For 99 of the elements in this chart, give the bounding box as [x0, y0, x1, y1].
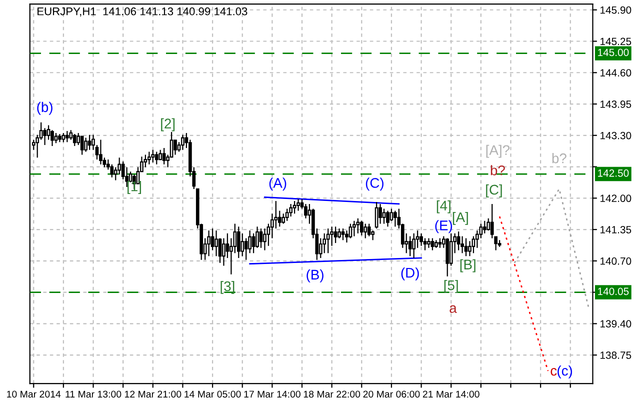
candlestick: [296, 198, 300, 212]
candlestick: [54, 132, 58, 144]
candlestick: [364, 223, 368, 239]
candlestick: [58, 133, 62, 143]
candlestick: [460, 236, 464, 254]
candlestick: [394, 210, 397, 228]
annotation: (b): [37, 102, 52, 115]
x-tick-label: 12 Mar 21:00: [125, 390, 182, 398]
candlestick: [88, 134, 92, 150]
ref-line-label: 140.05: [598, 288, 629, 296]
x-tick-label: 18 Mar 22:00: [304, 390, 360, 398]
y-tick-label: 143.30: [600, 132, 632, 140]
annotation: [1]: [128, 181, 141, 194]
candlestick: [378, 203, 382, 224]
y-tick-label: 141.35: [600, 226, 632, 234]
annotation: [5]: [444, 280, 458, 293]
candlestick: [282, 213, 286, 224]
candlestick: [84, 137, 88, 152]
annotation: [C]: [486, 184, 502, 198]
candlestick: [144, 154, 148, 168]
candlestick: [468, 240, 472, 257]
candlestick: [72, 133, 76, 147]
chart-title: EURJPY,H1 141.06 141.13 140.99 141.03: [38, 7, 248, 17]
candlestick: [259, 228, 263, 248]
candlestick: [434, 240, 438, 248]
candlestick: [420, 232, 423, 246]
annotation: [A]?: [486, 144, 510, 158]
candlestick: [430, 238, 434, 251]
y-tick-label: 138.75: [600, 352, 632, 359]
candlestick: [158, 149, 162, 160]
candlestick: [322, 232, 326, 254]
candlestick: [154, 151, 158, 165]
candlestick: [412, 232, 416, 259]
x-tick-label: 10 Mar 2014: [7, 390, 61, 398]
annotation: [4]: [436, 200, 450, 214]
y-tick-label: 144.60: [600, 69, 632, 77]
candlestick: [382, 208, 386, 224]
candlestick: [338, 228, 341, 239]
x-tick-label: 21 Mar 14:00: [422, 390, 480, 398]
candlestick: [285, 208, 289, 222]
candlestick: [464, 238, 468, 257]
annotation: b?: [552, 153, 566, 164]
y-tick-label: 140.70: [600, 257, 632, 265]
x-tick-label: 14 Mar 05:00: [184, 390, 241, 398]
annotation: (B): [306, 269, 324, 282]
candlestick: [423, 238, 427, 251]
candlestick: [456, 230, 460, 251]
annotation: b?: [490, 165, 505, 176]
annotation: (E): [435, 220, 452, 234]
candlestick: [62, 132, 66, 143]
candlestick: [326, 228, 330, 254]
annotation: [2]: [161, 118, 175, 132]
candlestick: [151, 149, 155, 163]
annotation: (C): [366, 178, 384, 191]
annotation: (c): [558, 365, 572, 378]
candlestick: [446, 238, 450, 277]
candlestick: [334, 226, 338, 244]
candlestick: [236, 226, 240, 259]
ref-line-label: 142.50: [598, 169, 629, 177]
candlestick: [352, 220, 356, 237]
y-tick-label: 142.00: [600, 194, 632, 202]
candlestick: [438, 238, 442, 248]
x-tick-label: 17 Mar 14:00: [244, 390, 300, 398]
candlestick: [341, 228, 345, 241]
candlestick: [356, 218, 360, 234]
candlestick: [289, 203, 292, 218]
annotation: c: [550, 368, 557, 376]
y-tick-label: 139.40: [600, 320, 632, 328]
candlestick: [99, 139, 102, 165]
x-tick-label: 20 Mar 06:00: [363, 390, 420, 398]
candlestick: [181, 134, 184, 150]
candlestick: [408, 236, 412, 257]
annotation: [3]: [220, 280, 234, 294]
candlestick: [374, 201, 378, 230]
candlestick: [482, 220, 486, 234]
candlestick: [348, 223, 352, 239]
candlestick: [80, 135, 84, 156]
annotation: (D): [401, 267, 419, 280]
annotation: [A]: [452, 212, 468, 225]
annotation: [B]: [460, 259, 476, 272]
candlestick: [65, 130, 69, 143]
candlestick: [148, 151, 151, 165]
y-tick-label: 145.25: [600, 38, 632, 46]
candlestick: [207, 230, 210, 257]
candlestick: [367, 223, 371, 237]
candlestick: [162, 147, 166, 165]
candlestick: [110, 164, 114, 178]
candlestick: [498, 240, 502, 248]
candlestick: [386, 210, 390, 228]
annotation: a: [450, 305, 457, 313]
candlestick: [222, 238, 226, 266]
y-tick-label: 143.95: [600, 100, 632, 108]
annotation: (A): [269, 178, 286, 191]
x-tick-label: 11 Mar 13:00: [66, 390, 122, 398]
ref-line-label: 145.00: [598, 48, 629, 56]
candlestick: [360, 220, 364, 236]
candlestick: [292, 200, 296, 214]
y-tick-label: 145.90: [600, 6, 632, 14]
candlestick: [427, 238, 430, 248]
